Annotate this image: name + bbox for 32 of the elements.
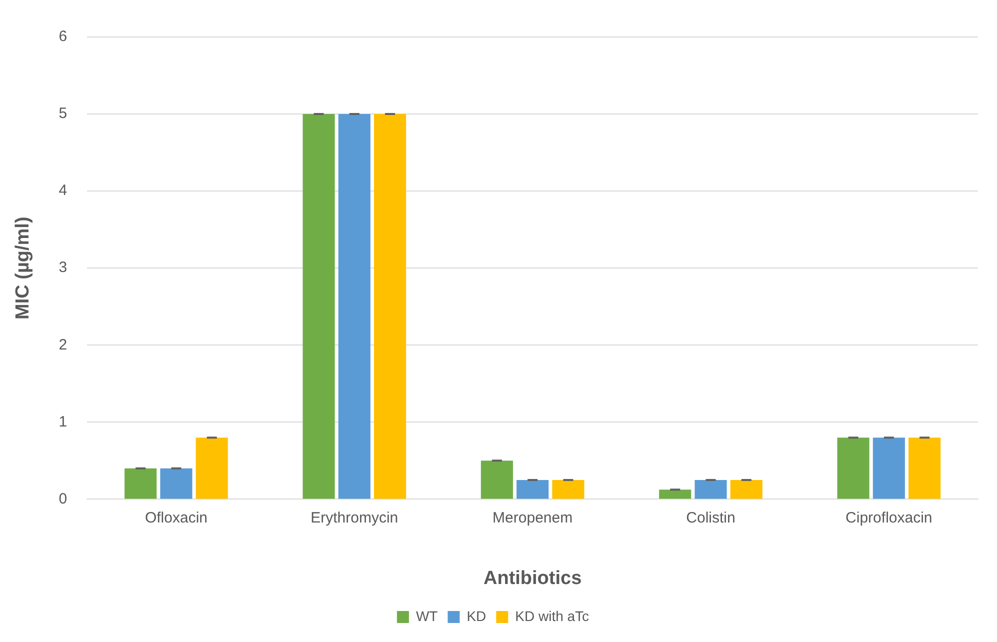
bar — [160, 468, 192, 499]
y-tick-label: 1 — [58, 413, 68, 430]
y-tick-label: 4 — [58, 182, 68, 200]
y-tick-label: 2 — [58, 336, 68, 354]
legend-label: WT — [416, 608, 438, 624]
y-tick-label: 6 — [58, 28, 68, 46]
y-tick-label: 3 — [58, 259, 68, 276]
bar — [730, 480, 762, 499]
x-tick-label: Ciprofloxacin — [846, 509, 932, 526]
bar — [872, 438, 905, 499]
x-tick-label: Ofloxacin — [144, 509, 208, 526]
legend-label: KD — [466, 608, 486, 624]
bar — [196, 438, 228, 499]
bar — [302, 114, 335, 499]
bar — [374, 114, 406, 499]
bar — [338, 114, 370, 499]
x-axis-title: Antibiotics — [483, 568, 582, 589]
legend-label: KD with aTc — [515, 608, 590, 624]
bar — [659, 490, 692, 499]
bar — [552, 480, 584, 499]
bar — [516, 480, 549, 499]
bar — [694, 480, 727, 499]
x-tick-label: Colistin — [686, 509, 736, 526]
y-tick-label: 5 — [58, 105, 68, 122]
y-tick-label: 0 — [58, 490, 68, 508]
bar — [124, 468, 157, 499]
x-tick-label: Meropenem — [492, 509, 573, 526]
y-axis-title: MIC (µg/ml) — [12, 216, 34, 320]
bar — [837, 438, 870, 499]
bar — [908, 438, 941, 499]
x-tick-label: Erythromycin — [310, 509, 398, 526]
bar — [480, 460, 513, 499]
